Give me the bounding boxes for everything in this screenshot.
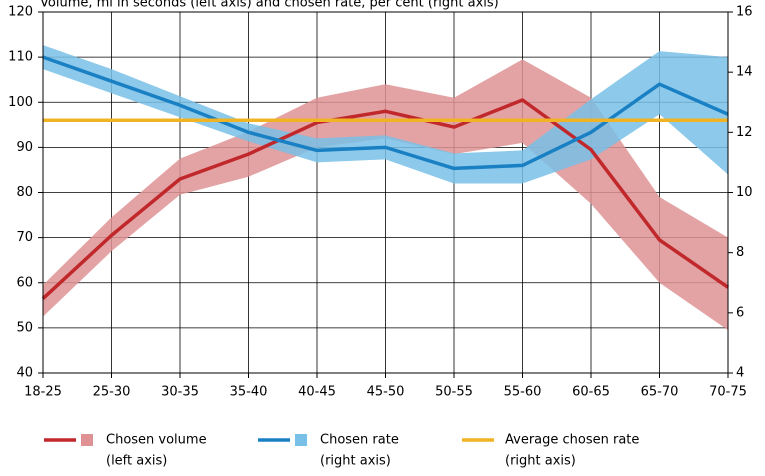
x-tick-label: 45-50: [367, 385, 405, 400]
chart-title: Volume, ml in seconds (left axis) and ch…: [40, 0, 499, 11]
y-tick-label: 60: [16, 275, 33, 290]
legend-label: Chosen rate: [320, 433, 399, 448]
y2-tick-label: 16: [736, 5, 753, 20]
x-tick-label: 30-35: [161, 385, 199, 400]
y2-tick-label: 10: [736, 185, 753, 200]
legend-label: Average chosen rate: [505, 433, 639, 448]
legend-band: [81, 434, 93, 446]
series-line: [41, 98, 729, 300]
plot-frame: [42, 11, 729, 374]
x-tick-label: 35-40: [230, 385, 268, 400]
x-tick-label: 60-65: [572, 385, 610, 400]
y2-tick-label: 8: [736, 245, 744, 260]
legend-note: (right axis): [320, 454, 391, 469]
x-tick-label: 50-55: [435, 385, 473, 400]
y-tick-label: 80: [16, 185, 33, 200]
y-tick-label: 40: [16, 366, 33, 381]
x-tick-label: 18-25: [24, 385, 62, 400]
y-tick-label: 50: [16, 320, 33, 335]
y-tick-label: 110: [8, 50, 33, 65]
y-tick-label: 100: [8, 95, 33, 110]
y2-tick-label: 14: [736, 65, 753, 80]
x-tick-label: 70-75: [709, 385, 747, 400]
x-tick-label: 55-60: [504, 385, 542, 400]
y-tick-label: 90: [16, 140, 33, 155]
y2-tick-label: 4: [736, 366, 744, 381]
x-tick-label: 40-45: [298, 385, 336, 400]
legend-note: (right axis): [505, 454, 576, 469]
x-tick-label: 25-30: [93, 385, 131, 400]
x-tick-label: 65-70: [641, 385, 679, 400]
y2-tick-label: 6: [736, 305, 744, 320]
legend-band: [295, 434, 307, 446]
legend-note: (left axis): [106, 454, 167, 469]
legend-label: Chosen volume: [106, 433, 207, 448]
y-tick-label: 120: [8, 5, 33, 20]
y-tick-label: 70: [16, 230, 33, 245]
series-line: [42, 55, 729, 171]
y2-tick-label: 12: [736, 125, 753, 140]
